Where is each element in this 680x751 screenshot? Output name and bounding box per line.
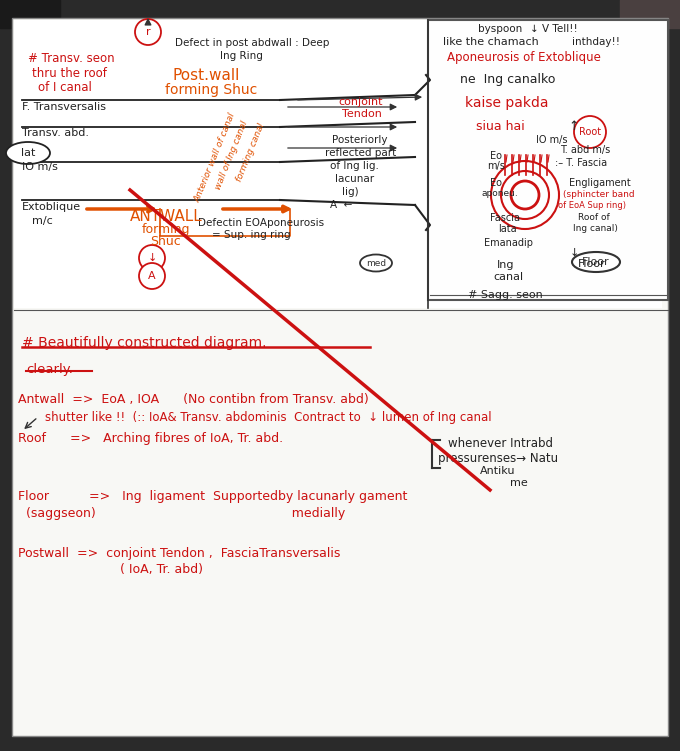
Text: m/s: m/s: [487, 161, 505, 171]
Circle shape: [574, 116, 606, 148]
Text: pressurenses→ Natu: pressurenses→ Natu: [438, 452, 558, 465]
Circle shape: [139, 245, 165, 271]
Text: Postwall  =>  conjoint Tendon ,  FasciaTransversalis: Postwall => conjoint Tendon , FasciaTran…: [18, 547, 341, 560]
Text: conjoint: conjoint: [338, 97, 382, 107]
Text: Shuc: Shuc: [150, 235, 181, 248]
Text: ne  Ing canalko: ne Ing canalko: [460, 73, 556, 86]
Text: Anterior wall of canal: Anterior wall of canal: [193, 112, 237, 204]
Text: # Transv. seon: # Transv. seon: [28, 52, 115, 65]
Text: lig): lig): [342, 187, 358, 197]
Text: IO m/s: IO m/s: [536, 135, 568, 145]
Text: Roof      =>   Arching fibres of IoA, Tr. abd.: Roof => Arching fibres of IoA, Tr. abd.: [18, 432, 283, 445]
Text: ↑: ↑: [568, 120, 579, 133]
Text: shutter like !!  (:: IoA& Transv. abdominis  Contract to  ↓ lumen of Ing canal: shutter like !! (:: IoA& Transv. abdomin…: [45, 411, 492, 424]
Text: # Beautifully constructed diagram.: # Beautifully constructed diagram.: [22, 336, 267, 350]
Text: (saggseon)                                                 medially: (saggseon) medially: [26, 507, 345, 520]
Text: forming: forming: [142, 223, 190, 236]
Text: Floor: Floor: [578, 259, 606, 269]
FancyBboxPatch shape: [12, 18, 668, 736]
Text: Eo: Eo: [490, 178, 502, 188]
Text: of Ing lig.: of Ing lig.: [330, 161, 379, 171]
Text: aponeu.: aponeu.: [481, 189, 517, 198]
Text: canal: canal: [493, 272, 523, 282]
Text: Extoblique: Extoblique: [22, 202, 81, 212]
Text: lacunar: lacunar: [335, 174, 374, 184]
Text: wall of Ing canal: wall of Ing canal: [214, 119, 250, 191]
FancyBboxPatch shape: [14, 20, 662, 308]
Text: like the chamach: like the chamach: [443, 37, 539, 47]
Text: of I canal: of I canal: [38, 81, 92, 94]
Text: clearly.: clearly.: [26, 363, 73, 376]
Text: forming Shuc: forming Shuc: [165, 83, 257, 97]
Text: Transv. abd.: Transv. abd.: [22, 128, 89, 138]
Text: Roof of: Roof of: [578, 213, 610, 222]
Text: r: r: [146, 27, 150, 37]
Circle shape: [135, 19, 161, 45]
Text: Ing: Ing: [497, 260, 515, 270]
Circle shape: [139, 263, 165, 289]
Text: Post.wall: Post.wall: [172, 68, 239, 83]
Text: ↓: ↓: [570, 248, 579, 258]
Text: Antiku: Antiku: [480, 466, 515, 476]
Text: Defectin EOAponeurosis: Defectin EOAponeurosis: [198, 218, 324, 228]
Text: Defect in post abdwall : Deep: Defect in post abdwall : Deep: [175, 38, 329, 48]
Text: thru the roof: thru the roof: [32, 67, 107, 80]
Text: whenever Intrabd: whenever Intrabd: [448, 437, 553, 450]
Text: A  ←: A ←: [330, 200, 352, 210]
Text: Antwall  =>  EoA , IOA      (No contibn from Transv. abd): Antwall => EoA , IOA (No contibn from Tr…: [18, 393, 369, 406]
Text: inthday!!: inthday!!: [572, 37, 620, 47]
Text: Ing canal): Ing canal): [573, 224, 618, 233]
Text: of EoA Sup ring): of EoA Sup ring): [558, 201, 626, 210]
Text: T. abd m/s: T. abd m/s: [560, 145, 610, 155]
Text: IO m/s: IO m/s: [22, 162, 58, 172]
Text: reflected part: reflected part: [325, 148, 396, 158]
Text: med: med: [366, 258, 386, 267]
Ellipse shape: [6, 142, 50, 164]
Text: ( IoA, Tr. abd): ( IoA, Tr. abd): [120, 563, 203, 576]
Text: Emanadip: Emanadip: [484, 238, 533, 248]
Text: m/c: m/c: [32, 216, 53, 226]
FancyBboxPatch shape: [428, 20, 668, 300]
Text: Eo: Eo: [490, 151, 502, 161]
Text: Engligament: Engligament: [569, 178, 631, 188]
Text: lat: lat: [21, 148, 35, 158]
Text: ANTWALL: ANTWALL: [130, 209, 203, 224]
Text: = Sup. ing ring: = Sup. ing ring: [212, 230, 290, 240]
Text: siua hai: siua hai: [476, 120, 525, 133]
Text: :– T. Fascia: :– T. Fascia: [555, 158, 607, 168]
Text: me: me: [510, 478, 528, 488]
Text: lata: lata: [498, 224, 517, 234]
Ellipse shape: [360, 255, 392, 272]
Text: Tendon: Tendon: [342, 109, 382, 119]
Text: Root: Root: [579, 127, 601, 137]
Text: Ing Ring: Ing Ring: [220, 51, 263, 61]
Text: Floor: Floor: [582, 257, 610, 267]
Text: Posteriorly: Posteriorly: [332, 135, 388, 145]
Text: forming canal: forming canal: [234, 122, 266, 182]
Text: # Sagg. seon: # Sagg. seon: [468, 290, 543, 300]
Text: kaise pakda: kaise pakda: [465, 96, 549, 110]
Text: Floor          =>   Ing  ligament  Supportedby lacunarly gament: Floor => Ing ligament Supportedby lacuna…: [18, 490, 407, 503]
Text: Aponeurosis of Extoblique: Aponeurosis of Extoblique: [447, 51, 601, 64]
Text: ↓: ↓: [148, 253, 156, 263]
Text: A: A: [148, 271, 156, 281]
Text: F. Transversalis: F. Transversalis: [22, 102, 106, 112]
Text: (sphincter band: (sphincter band: [563, 190, 634, 199]
Text: byspoon: byspoon: [478, 24, 522, 34]
Text: ↓ V Tell!!: ↓ V Tell!!: [530, 24, 578, 34]
Ellipse shape: [572, 252, 620, 272]
Text: Fascia: Fascia: [490, 213, 520, 223]
